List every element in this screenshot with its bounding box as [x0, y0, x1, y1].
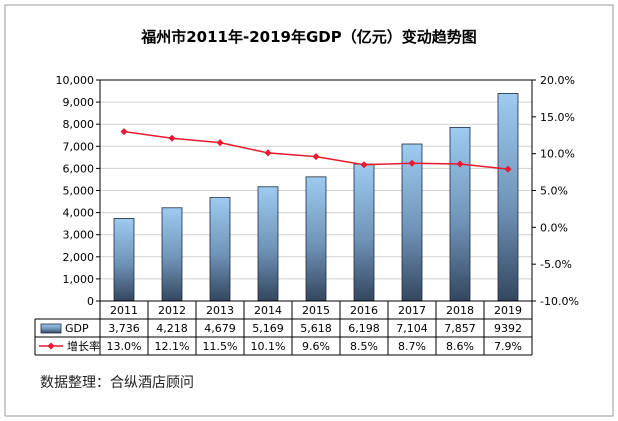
legend-key-growth-marker — [47, 342, 55, 350]
growth-data-label: 13.0% — [107, 340, 142, 353]
left-axis-tick-label: 4,000 — [63, 207, 95, 220]
gdp-bar — [209, 197, 231, 302]
growth-point — [504, 165, 512, 173]
growth-data-label: 7.9% — [494, 340, 522, 353]
gdp-bar — [449, 126, 471, 302]
left-axis-tick-label: 6,000 — [63, 162, 95, 175]
growth-data-label: 9.6% — [302, 340, 330, 353]
left-axis-tick-label: 10,000 — [56, 74, 95, 87]
category-label: 2014 — [254, 304, 282, 317]
left-axis-tick-label: 3,000 — [63, 229, 95, 242]
right-axis-tick-label: 5.0% — [540, 185, 568, 198]
gdp-data-label: 7,857 — [444, 322, 476, 335]
gdp-bar — [161, 207, 183, 302]
legend-label-gdp: GDP — [65, 322, 89, 335]
gdp-data-label: 9392 — [494, 322, 522, 335]
legend-key-gdp — [40, 323, 62, 334]
left-axis-tick-label: 8,000 — [63, 118, 95, 131]
growth-data-label: 8.7% — [398, 340, 426, 353]
legend-label-growth: 增长率 — [67, 339, 100, 353]
left-axis-tick-label: 1,000 — [63, 273, 95, 286]
source-note: 数据整理：合纵酒店顾问 — [40, 375, 194, 391]
category-label: 2016 — [350, 304, 378, 317]
growth-data-label: 8.5% — [350, 340, 378, 353]
category-label: 2019 — [494, 304, 522, 317]
category-label: 2013 — [206, 304, 234, 317]
left-axis-tick-label: 2,000 — [63, 251, 95, 264]
growth-point — [360, 161, 368, 169]
gdp-data-label: 3,736 — [108, 322, 140, 335]
category-label: 2018 — [446, 304, 474, 317]
right-axis-tick-label: 15.0% — [540, 111, 575, 124]
growth-point — [408, 159, 416, 167]
right-axis-tick-label: -5.0% — [540, 258, 572, 271]
left-axis-tick-label: 7,000 — [63, 140, 95, 153]
left-axis-tick-label: 0 — [87, 295, 94, 308]
growth-data-label: 11.5% — [203, 340, 238, 353]
growth-data-label: 12.1% — [155, 340, 190, 353]
gdp-data-label: 6,198 — [348, 322, 380, 335]
gdp-bar — [401, 143, 423, 302]
growth-point — [456, 160, 464, 168]
left-axis-tick-label: 5,000 — [63, 185, 95, 198]
growth-point — [216, 139, 224, 147]
growth-point — [120, 128, 128, 136]
gdp-data-label: 5,169 — [252, 322, 284, 335]
growth-data-label: 10.1% — [251, 340, 286, 353]
gdp-bar — [497, 93, 519, 302]
gdp-data-label: 5,618 — [300, 322, 332, 335]
left-axis-tick-label: 9,000 — [63, 96, 95, 109]
category-label: 2015 — [302, 304, 330, 317]
right-axis-tick-label: 20.0% — [540, 74, 575, 87]
gdp-data-label: 7,104 — [396, 322, 428, 335]
chart-title: 福州市2011年-2019年GDP（亿元）变动趋势图 — [140, 28, 476, 46]
gdp-data-label: 4,218 — [156, 322, 188, 335]
gdp-data-label: 4,679 — [204, 322, 236, 335]
growth-point — [168, 134, 176, 142]
gdp-bar — [113, 218, 135, 302]
right-axis-tick-label: 0.0% — [540, 221, 568, 234]
growth-point — [312, 153, 320, 161]
growth-point — [264, 149, 272, 157]
growth-data-label: 8.6% — [446, 340, 474, 353]
category-label: 2011 — [110, 304, 138, 317]
right-axis-tick-label: -10.0% — [540, 295, 579, 308]
right-axis-tick-label: 10.0% — [540, 148, 575, 161]
category-label: 2012 — [158, 304, 186, 317]
gdp-bar — [305, 176, 327, 302]
gdp-bar — [353, 163, 375, 302]
category-label: 2017 — [398, 304, 426, 317]
gdp-bar — [257, 186, 279, 302]
